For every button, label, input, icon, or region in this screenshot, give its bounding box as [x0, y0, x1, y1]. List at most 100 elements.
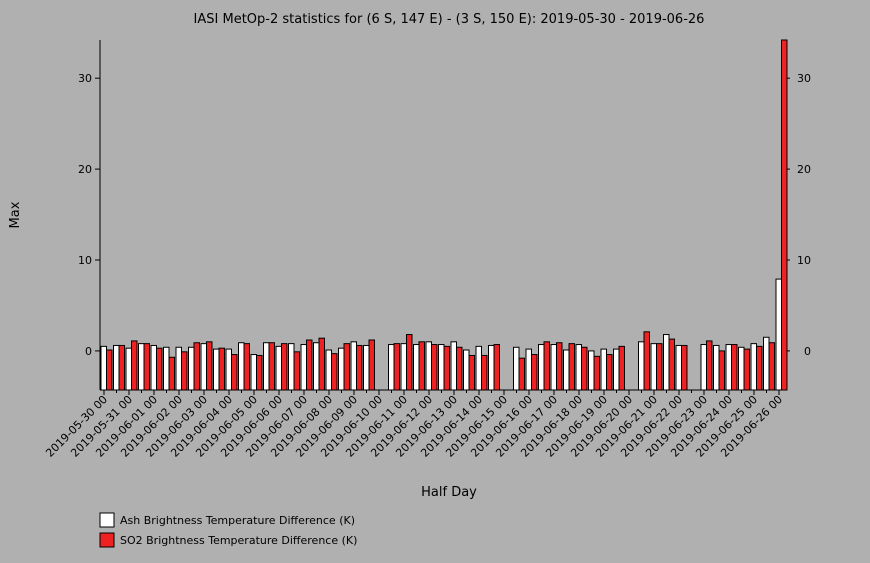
bar — [588, 350, 595, 391]
bar — [568, 343, 575, 391]
bar — [518, 357, 525, 391]
bar — [250, 354, 257, 391]
bar — [481, 354, 488, 391]
bar — [463, 349, 470, 391]
bar — [168, 356, 175, 391]
y-tick-label-right: 20 — [797, 163, 811, 176]
bar — [175, 346, 182, 391]
bar — [488, 344, 495, 391]
bar — [450, 341, 457, 391]
y-tick-label: 0 — [85, 345, 92, 358]
bar — [343, 343, 350, 391]
bar — [275, 345, 282, 391]
bar — [650, 343, 657, 391]
bar — [293, 351, 300, 391]
legend-swatch — [99, 532, 115, 548]
bar — [600, 348, 607, 391]
legend-swatch — [99, 512, 115, 528]
bar — [643, 331, 650, 391]
bar — [556, 342, 563, 391]
bar — [656, 343, 663, 391]
bar — [356, 344, 363, 391]
bar — [618, 345, 625, 391]
y-axis-label: Max — [8, 201, 23, 228]
bar — [713, 344, 720, 391]
bar — [438, 344, 445, 391]
bar — [263, 342, 270, 391]
bar — [350, 341, 357, 391]
bar — [156, 347, 163, 391]
bar — [363, 344, 370, 391]
bar — [613, 348, 620, 391]
bar — [756, 345, 763, 391]
legend-label: Ash Brightness Temperature Difference (K… — [120, 514, 355, 527]
bar — [675, 344, 682, 391]
bar — [668, 338, 675, 391]
chart-title: IASI MetOp-2 statistics for (6 S, 147 E)… — [194, 12, 705, 27]
bar — [700, 344, 707, 391]
bar — [731, 344, 738, 391]
bar — [118, 344, 125, 391]
bar — [563, 349, 570, 391]
bar — [681, 344, 688, 391]
bar — [525, 348, 532, 391]
bar — [318, 337, 325, 391]
bar — [725, 344, 732, 391]
bar — [325, 349, 332, 391]
bar — [456, 346, 463, 391]
bar — [131, 340, 138, 391]
bar — [388, 344, 395, 391]
bar — [143, 343, 150, 391]
bar — [331, 353, 338, 391]
bar — [531, 354, 538, 391]
bar — [443, 345, 450, 391]
bar — [538, 344, 545, 391]
bar — [393, 343, 400, 391]
bar — [206, 341, 213, 391]
bar — [243, 343, 250, 391]
bar — [550, 344, 557, 391]
bar — [300, 344, 307, 391]
bar — [418, 341, 425, 391]
bar — [200, 343, 207, 391]
bar — [593, 355, 600, 391]
bar — [231, 354, 238, 391]
bar — [738, 346, 745, 391]
bar — [468, 354, 475, 391]
bar — [256, 354, 263, 391]
bar — [581, 346, 588, 391]
bar — [663, 334, 670, 391]
bar — [763, 336, 770, 391]
bar — [425, 341, 432, 391]
y-tick-label-right: 0 — [804, 345, 811, 358]
y-tick-label-right: 10 — [797, 254, 811, 267]
bar — [706, 340, 713, 391]
bar — [225, 348, 232, 391]
bar — [150, 344, 157, 391]
bar — [106, 349, 113, 391]
bar — [338, 347, 345, 391]
bar — [413, 344, 420, 391]
bar — [181, 351, 188, 391]
bar — [125, 347, 132, 391]
bar — [188, 346, 195, 391]
bar — [606, 354, 613, 391]
bar — [493, 344, 500, 391]
y-tick-label: 20 — [78, 163, 92, 176]
bar — [213, 348, 220, 391]
bar — [100, 345, 107, 391]
x-axis-label: Half Day — [421, 485, 477, 500]
bar — [163, 346, 170, 391]
bar — [138, 343, 145, 391]
y-tick-label: 30 — [78, 72, 92, 85]
bar — [400, 343, 407, 391]
bar — [193, 342, 200, 391]
bar — [475, 345, 482, 391]
y-tick-label: 10 — [78, 254, 92, 267]
bar — [775, 278, 782, 391]
bar — [238, 342, 245, 391]
bar — [750, 343, 757, 391]
bar — [406, 334, 413, 391]
bar — [281, 343, 288, 391]
